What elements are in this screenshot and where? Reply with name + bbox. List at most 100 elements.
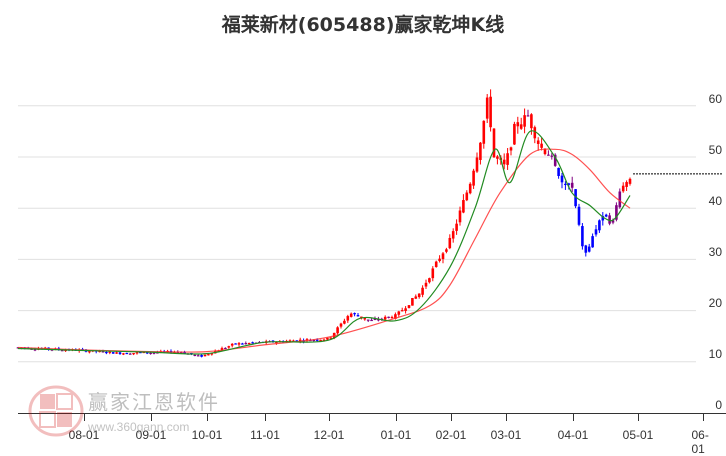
ma-long-line bbox=[17, 148, 631, 353]
x-tick-label: 12-01 bbox=[313, 428, 345, 442]
candle-body bbox=[183, 351, 186, 354]
candle-body bbox=[550, 155, 554, 157]
candle-body bbox=[458, 210, 462, 223]
y-tick-label: 0 bbox=[715, 398, 722, 412]
ma-short-line bbox=[17, 130, 631, 355]
candle-body bbox=[98, 350, 101, 353]
candle-body bbox=[581, 226, 584, 247]
candle-body bbox=[139, 352, 142, 354]
candle-body bbox=[431, 268, 435, 279]
candle-body bbox=[543, 148, 547, 155]
candle-body bbox=[111, 352, 115, 354]
candle-body bbox=[60, 350, 64, 352]
candle-body bbox=[424, 282, 428, 287]
candle-body bbox=[179, 352, 183, 354]
candle-body bbox=[516, 122, 520, 127]
candle-body bbox=[244, 343, 248, 345]
candle-body bbox=[628, 178, 632, 184]
watermark-url: www.360gann.com bbox=[88, 420, 190, 434]
x-tick-label: 08-01 bbox=[68, 428, 100, 442]
candle-body bbox=[152, 352, 156, 354]
candle-body bbox=[489, 96, 492, 128]
candle-body bbox=[615, 205, 618, 220]
candle-body bbox=[397, 311, 401, 315]
candle-body bbox=[319, 339, 322, 342]
candle-body bbox=[149, 352, 152, 355]
candle-body bbox=[122, 353, 125, 355]
candle-body bbox=[455, 223, 458, 231]
x-tick-label: 11-01 bbox=[250, 428, 280, 442]
candle-body bbox=[108, 351, 112, 353]
candle-body bbox=[237, 343, 241, 345]
candle-body bbox=[475, 157, 479, 172]
candle-body bbox=[564, 183, 567, 186]
candle-body bbox=[251, 342, 254, 344]
x-tick-label: 05-01 bbox=[622, 428, 654, 442]
candle-body bbox=[118, 352, 122, 355]
candle-body bbox=[479, 142, 482, 160]
y-tick-label: 10 bbox=[708, 347, 722, 361]
x-tick-label: 01-01 bbox=[380, 428, 412, 442]
candle-body bbox=[196, 355, 200, 357]
candle-body bbox=[611, 220, 615, 223]
candle-body bbox=[601, 216, 605, 221]
candle-body bbox=[506, 153, 509, 165]
x-tick-label: 04-01 bbox=[557, 428, 589, 442]
candle-body bbox=[88, 351, 91, 353]
y-tick-label: 20 bbox=[708, 296, 722, 310]
candle-body bbox=[414, 296, 418, 299]
candle-body bbox=[618, 191, 622, 208]
candle-body bbox=[598, 220, 601, 231]
candle-body bbox=[230, 343, 234, 346]
candle-body bbox=[411, 298, 414, 306]
candle-body bbox=[224, 347, 227, 350]
candle-body bbox=[343, 320, 346, 324]
candle-body bbox=[377, 319, 380, 321]
candle-body bbox=[472, 170, 475, 186]
candle-body bbox=[326, 337, 329, 340]
candle-body bbox=[247, 342, 251, 345]
candle-body bbox=[428, 278, 431, 283]
candle-body bbox=[336, 327, 339, 334]
candle-body bbox=[234, 343, 237, 345]
candle-body bbox=[434, 261, 438, 267]
candle-body bbox=[329, 337, 333, 339]
x-tick-label: 10-01 bbox=[191, 428, 223, 442]
candle-body bbox=[587, 246, 591, 252]
candle-body bbox=[553, 154, 557, 166]
candle-body bbox=[346, 316, 350, 321]
candle-body bbox=[312, 339, 316, 342]
candle-body bbox=[513, 123, 516, 145]
candle-body bbox=[557, 167, 560, 176]
candle-body bbox=[370, 319, 373, 322]
candle-body bbox=[193, 354, 197, 357]
candle-body bbox=[220, 348, 224, 351]
candle-body bbox=[203, 354, 207, 357]
candle-body bbox=[584, 245, 588, 253]
candle-body bbox=[621, 185, 625, 192]
candle-body bbox=[577, 206, 581, 225]
candle-body bbox=[547, 154, 550, 156]
y-tick-label: 40 bbox=[708, 194, 722, 208]
candle-body bbox=[105, 351, 108, 354]
candle-body bbox=[322, 339, 326, 341]
candle-body bbox=[394, 314, 397, 319]
candle-body bbox=[207, 354, 210, 356]
candle-body bbox=[445, 249, 448, 252]
candle-body bbox=[441, 253, 445, 260]
candle-body bbox=[298, 339, 302, 342]
candle-body bbox=[363, 317, 367, 320]
candle-body bbox=[526, 115, 530, 117]
candle-body bbox=[536, 140, 540, 144]
candle-body bbox=[135, 352, 139, 354]
candle-body bbox=[465, 192, 469, 201]
candle-body bbox=[288, 340, 292, 342]
candle-body bbox=[115, 352, 118, 354]
x-tick-label: 09-01 bbox=[135, 428, 167, 442]
candle-body bbox=[594, 229, 598, 235]
candle-body bbox=[492, 128, 496, 158]
candle-body bbox=[567, 183, 571, 185]
candle-body bbox=[608, 215, 611, 224]
candle-body bbox=[275, 341, 278, 344]
